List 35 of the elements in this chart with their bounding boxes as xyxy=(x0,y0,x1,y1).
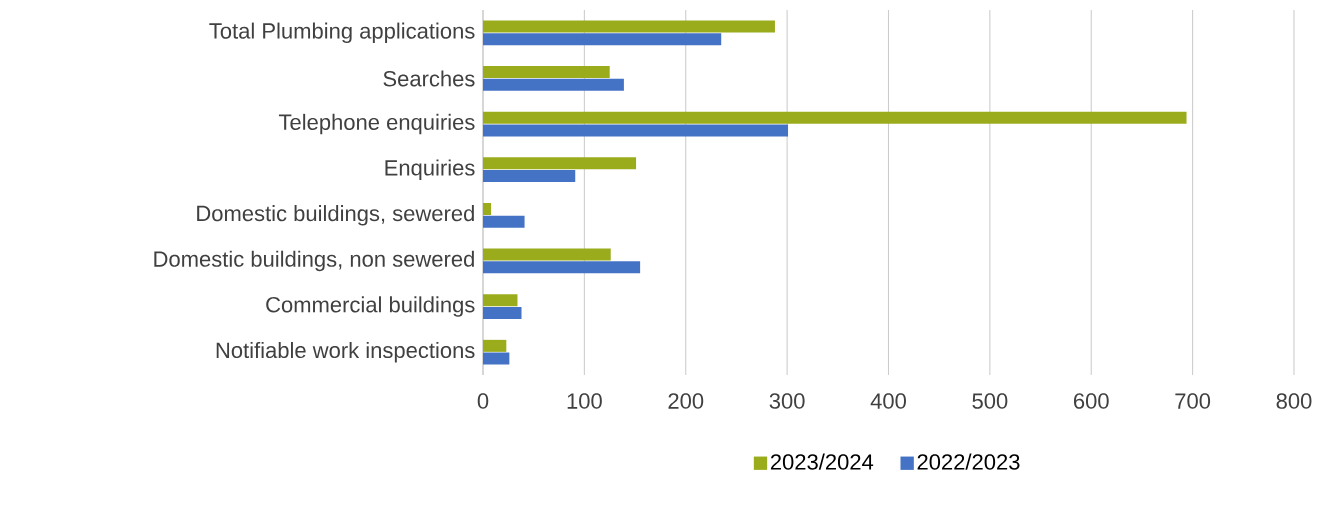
bar xyxy=(483,215,525,228)
bar xyxy=(483,306,522,319)
y-tick-label: Notifiable work inspections xyxy=(216,341,475,363)
bar xyxy=(483,124,789,137)
x-tick-label: 0 xyxy=(477,393,489,409)
bar xyxy=(483,294,518,307)
legend-label: 2022/2023 xyxy=(917,453,1020,470)
x-tick-label: 500 xyxy=(972,393,1008,409)
legend-label: 2023/2024 xyxy=(770,453,874,470)
bar xyxy=(483,170,576,183)
y-tick-label: Telephone enquiries xyxy=(278,113,475,135)
bar xyxy=(483,339,507,352)
bar xyxy=(483,66,610,79)
bar xyxy=(483,261,641,274)
bar xyxy=(483,33,722,46)
x-tick-label: 100 xyxy=(567,393,602,409)
bar xyxy=(483,20,775,33)
y-tick-label: Domestic buildings, non sewered xyxy=(154,250,474,272)
x-tick-label: 600 xyxy=(1073,393,1109,409)
bar xyxy=(483,202,492,215)
x-tick-label: 800 xyxy=(1276,393,1312,409)
y-tick-label: Domestic buildings, sewered xyxy=(197,205,474,226)
bar xyxy=(483,78,624,91)
x-tick-label: 200 xyxy=(668,393,704,409)
y-tick-label: Commercial buildings xyxy=(266,296,475,317)
y-tick-label: Total Plumbing applications xyxy=(209,22,475,44)
bar xyxy=(483,352,510,365)
x-tick-label: 300 xyxy=(769,393,805,409)
y-tick-label: Enquiries xyxy=(385,159,475,180)
y-tick-label: Searches xyxy=(383,70,475,87)
x-tick-label: 400 xyxy=(870,393,906,409)
bar xyxy=(483,248,611,261)
bar xyxy=(483,157,637,170)
bar xyxy=(483,111,1187,124)
x-tick-label: 700 xyxy=(1175,393,1211,409)
